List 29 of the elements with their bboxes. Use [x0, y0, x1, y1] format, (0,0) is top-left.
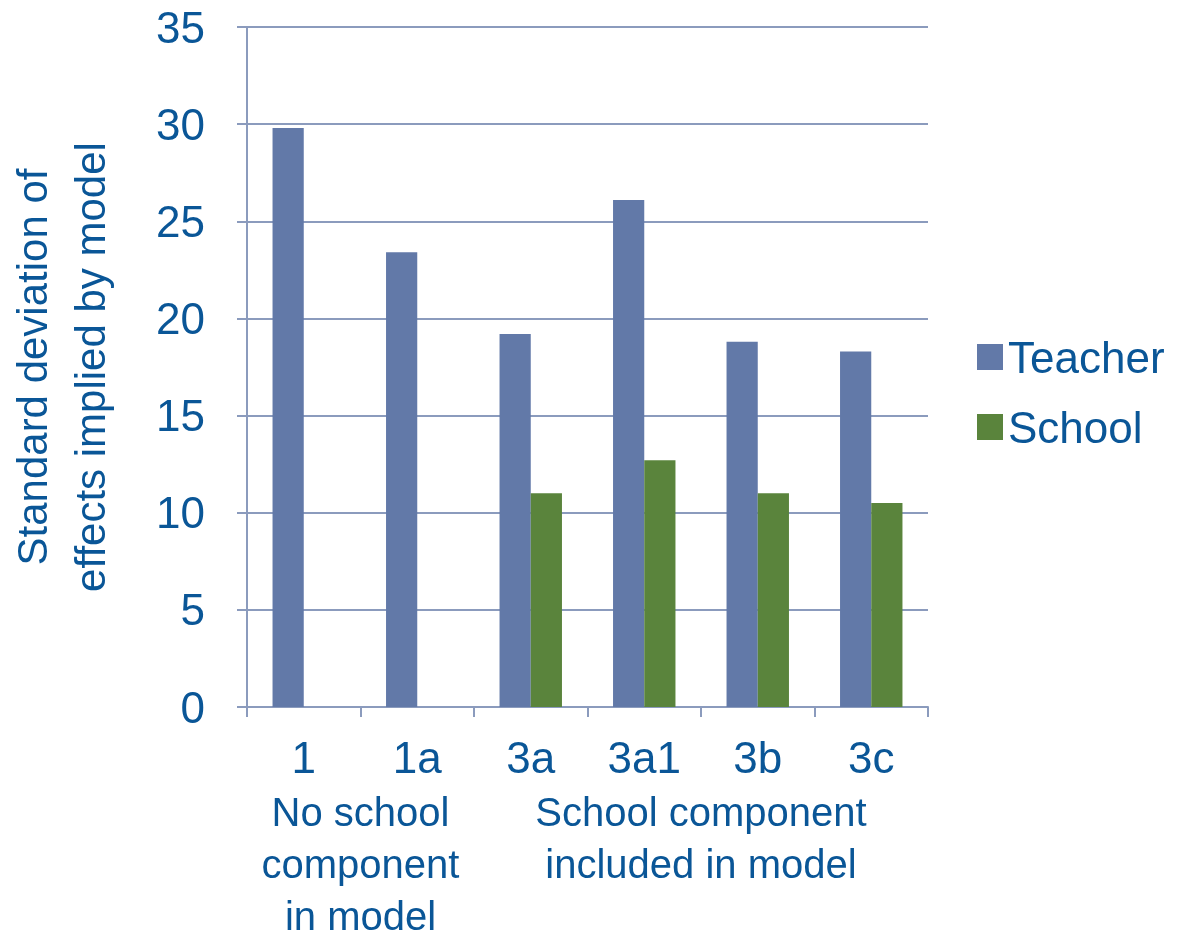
- bar: [272, 128, 304, 707]
- legend-label: Teacher: [1008, 332, 1165, 382]
- bar: [757, 493, 789, 707]
- y-tick-label: 25: [156, 196, 205, 246]
- x-tick-label: 3c: [848, 732, 895, 782]
- bar: [644, 460, 676, 707]
- bar: [840, 351, 872, 707]
- bar: [386, 252, 418, 707]
- y-tick-label: 0: [180, 682, 205, 732]
- legend-label: School: [1008, 402, 1143, 452]
- x-tick-label: 3b: [733, 732, 783, 782]
- bar: [871, 503, 903, 707]
- bar: [499, 333, 531, 707]
- x-tick-label: 3a: [506, 732, 556, 782]
- bar: [530, 493, 562, 707]
- text: No school component in model: [260, 789, 461, 940]
- y-tick-label: 5: [180, 585, 205, 635]
- y-tick-label: 20: [156, 293, 205, 343]
- y-tick-label: 30: [156, 99, 205, 149]
- y-tick-label: 15: [156, 391, 205, 441]
- x-tick-label: 1: [291, 732, 316, 782]
- text: School component included in model: [534, 789, 868, 888]
- x-tick-label: 3a1: [607, 732, 681, 782]
- y-axis-title: Standard deviation of effects implied by model: [8, 141, 115, 594]
- x-tick-label: 1a: [392, 732, 443, 782]
- bar: [613, 199, 645, 707]
- y-tick-label: 35: [156, 2, 205, 52]
- y-tick-label: 10: [156, 488, 205, 538]
- bar: [726, 341, 758, 707]
